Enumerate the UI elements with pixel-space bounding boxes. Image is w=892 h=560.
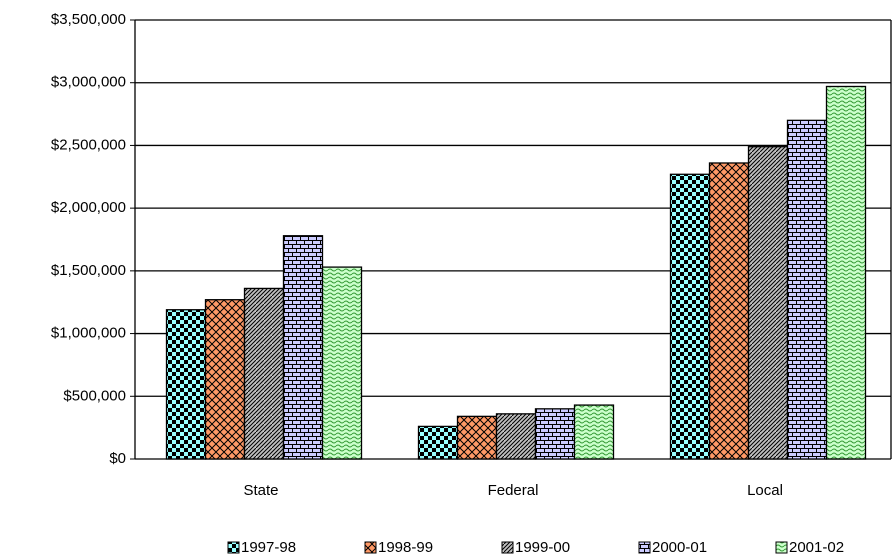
- legend-label: 1997-98: [241, 539, 296, 556]
- y-tick-label: $3,500,000: [51, 11, 126, 28]
- y-tick-label: $3,000,000: [51, 74, 126, 91]
- y-tick-label: $500,000: [63, 387, 126, 404]
- bar: [204, 299, 246, 460]
- bar: [456, 415, 498, 460]
- bar: [573, 404, 615, 460]
- bar: [282, 235, 324, 460]
- x-tick-label: Federal: [488, 482, 539, 499]
- bar: [786, 119, 828, 460]
- legend-swatch: [364, 541, 377, 554]
- y-tick-label: $1,000,000: [51, 325, 126, 342]
- y-tick-label: $2,000,000: [51, 199, 126, 216]
- legend-swatch: [501, 541, 514, 554]
- bar: [534, 408, 576, 460]
- y-tick-label: $0: [109, 450, 126, 467]
- legend-label: 2000-01: [652, 539, 707, 556]
- bar: [321, 266, 363, 460]
- bar: [495, 413, 537, 460]
- bar: [417, 425, 459, 460]
- x-tick-label: Local: [747, 482, 783, 499]
- y-tick-label: $1,500,000: [51, 262, 126, 279]
- legend-label: 1998-99: [378, 539, 433, 556]
- bar: [669, 173, 711, 460]
- y-tick-label: $2,500,000: [51, 136, 126, 153]
- legend-swatch: [227, 541, 240, 554]
- x-tick-label: State: [243, 482, 278, 499]
- legend-label: 1999-00: [515, 539, 570, 556]
- bar: [747, 146, 789, 460]
- legend-swatch: [775, 541, 788, 554]
- legend-swatch: [638, 541, 651, 554]
- bar: [708, 162, 750, 460]
- bar: [165, 309, 207, 460]
- bar: [243, 287, 285, 460]
- bar: [825, 85, 867, 460]
- legend-label: 2001-02: [789, 539, 844, 556]
